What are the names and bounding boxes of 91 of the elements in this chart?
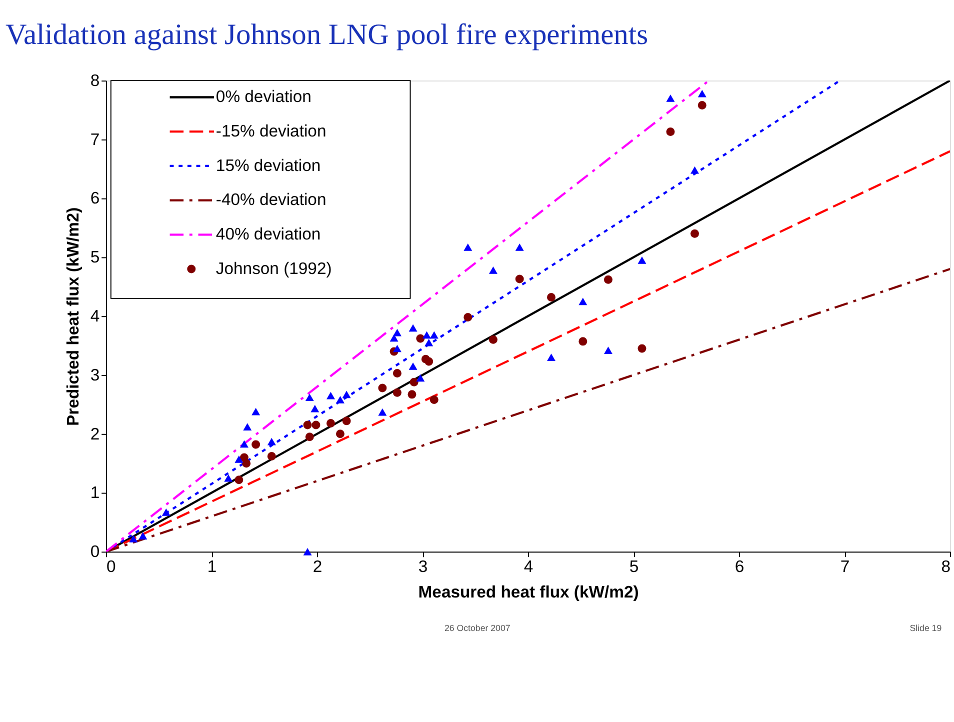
legend-label: 15% deviation	[216, 156, 321, 175]
x-tick-label: 4	[524, 556, 534, 576]
point	[392, 388, 402, 397]
point	[422, 331, 431, 339]
point	[416, 374, 425, 382]
point	[638, 344, 646, 353]
point	[430, 395, 438, 404]
point	[604, 346, 612, 354]
y-tick-label: 4	[90, 306, 100, 326]
point	[242, 459, 251, 468]
y-tick-label: 6	[90, 188, 100, 208]
y-axis-title: Predicted heat flux (kW/m2)	[64, 207, 83, 426]
y-tick-label: 5	[90, 248, 100, 267]
point	[547, 293, 556, 302]
point	[392, 328, 402, 336]
point	[252, 440, 260, 449]
point	[336, 430, 344, 438]
point	[698, 90, 706, 98]
point	[378, 408, 387, 416]
point	[303, 420, 312, 430]
point	[690, 166, 699, 174]
y-tick-label: 7	[90, 130, 100, 149]
point	[638, 256, 646, 264]
point	[326, 392, 335, 400]
point	[424, 357, 434, 366]
point	[408, 362, 418, 370]
point	[234, 456, 244, 463]
point	[430, 331, 438, 339]
x-tick-label: 7	[840, 556, 850, 576]
point	[267, 452, 276, 461]
point	[515, 274, 524, 284]
point	[138, 532, 148, 540]
point	[224, 474, 233, 482]
point	[267, 438, 276, 446]
y-tick-label: 3	[90, 365, 100, 384]
chart-title: Validation against Johnson LNG pool fire experiments	[5, 19, 648, 52]
point	[547, 354, 556, 362]
point	[240, 440, 248, 448]
point	[392, 344, 402, 352]
point	[305, 432, 314, 442]
x-tick-label: 3	[418, 556, 428, 576]
point	[464, 244, 472, 251]
legend-label: -40% deviation	[216, 190, 326, 210]
x-tick-label: 6	[734, 556, 744, 576]
point	[305, 394, 314, 402]
point	[416, 334, 425, 343]
point	[666, 128, 675, 136]
y-tick-label: 0	[90, 542, 100, 562]
legend-label: Johnson (1992)	[216, 258, 332, 278]
point	[162, 508, 170, 516]
x-axis-title: Measured heat flux (kW/m2)	[418, 582, 639, 602]
point	[666, 94, 675, 102]
point	[488, 266, 498, 274]
point	[243, 423, 252, 431]
point	[336, 396, 344, 404]
point	[326, 419, 335, 428]
point	[234, 476, 244, 484]
point	[488, 335, 498, 344]
y-tick-label: 2	[90, 424, 100, 444]
legend-label: -15% deviation	[216, 122, 326, 140]
point	[303, 548, 312, 556]
y-tick-label: 1	[90, 483, 100, 502]
x-tick-label: 0	[106, 556, 116, 576]
point	[515, 244, 524, 251]
point	[698, 101, 706, 110]
x-tick-label: 8	[941, 556, 951, 576]
legend-label: 0% deviation	[216, 87, 312, 106]
point	[690, 229, 699, 238]
point	[342, 390, 351, 398]
x-tick-label: 1	[207, 556, 217, 576]
point	[312, 420, 320, 430]
point	[310, 404, 320, 412]
point	[464, 313, 472, 322]
point	[378, 384, 387, 392]
text: Slide 19	[910, 623, 942, 634]
text: 26 October 2007	[444, 623, 510, 634]
point	[578, 298, 588, 306]
point	[410, 378, 418, 386]
y-tick-label: 8	[90, 70, 100, 90]
legend-label: 40% deviation	[216, 224, 321, 244]
point	[408, 324, 418, 332]
point	[342, 416, 351, 426]
point	[408, 390, 416, 399]
point	[424, 338, 434, 346]
point	[129, 535, 138, 542]
point	[392, 368, 402, 378]
point	[604, 275, 612, 284]
point	[578, 337, 588, 346]
x-tick-label: 5	[629, 556, 639, 576]
point	[252, 408, 260, 416]
x-tick-label: 2	[312, 556, 322, 576]
